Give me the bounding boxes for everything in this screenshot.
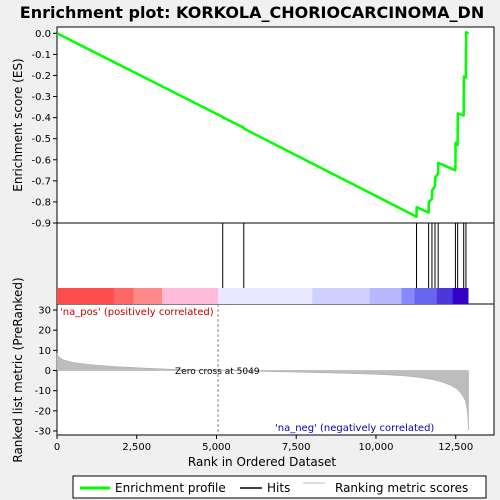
ranked-ytick-label-2: 10 [38,346,51,357]
enrichment-panel-frame [56,26,495,224]
chart-title: Enrichment plot: KORKOLA_CHORIOCARCINOMA… [20,3,484,22]
es-ytick-label-2: -0.2 [31,71,51,82]
heatmap-segment-10 [452,288,469,304]
es-ytick-label-4: -0.4 [31,113,51,124]
heatmap-segment-9 [436,288,453,304]
xtick-label-3: 7,500 [282,442,311,453]
ranked-ytick-label-6: -30 [35,426,51,437]
es-ytick-label-7: -0.7 [31,176,51,187]
es-ytick-label-6: -0.6 [31,155,51,166]
heatmap-segment-0 [57,288,115,304]
hits-layer [222,223,467,288]
ranked-ytick-label-5: -20 [35,406,51,417]
es-ytick-label-0: 0.0 [35,29,51,40]
heatmap-segment-1 [114,288,134,304]
es-ytick-label-1: -0.1 [31,50,51,61]
heatmap-segment-5 [312,288,370,304]
es-ytick-label-8: -0.8 [31,197,51,208]
axes-layer: 0.0 -0.1 -0.2 -0.3 -0.4 -0.5 -0.6 -0.7 -0.8 -0.9 3… [31,29,473,453]
heatmap-segment-8 [414,288,437,304]
heatmap-segment-4 [218,288,313,304]
heatmap-segment-2 [133,288,163,304]
negative-correlation-label: 'na_neg' (negatively correlated) [275,423,434,434]
es-axis-label: Enrichment score (ES) [11,58,25,191]
xtick-label-4: 10,000 [358,442,393,453]
heatmap-segment-7 [401,288,415,304]
ranked-metric-layer [56,304,469,435]
heatmap-segment-6 [369,288,402,304]
legend-box [72,475,487,499]
ranked-ytick-label-4: -10 [35,386,51,397]
legend-label-enrichment-profile: Enrichment profile [115,481,226,495]
xtick-label-0: 0 [54,442,60,453]
es-ytick-label-9: -0.9 [31,219,51,230]
ranked-axis-label: Ranked list metric (PreRanked) [11,277,25,462]
heatmap-segment-3 [162,288,219,304]
zero-cross-label: Zero cross at 5049 [175,367,260,377]
legend-label-ranking-metric: Ranking metric scores [335,481,468,495]
ranked-ytick-label-0: 30 [38,306,51,317]
enrichment-profile-line [56,31,469,218]
xtick-label-5: 12,500 [438,442,473,453]
heatmap-layer [57,288,469,304]
es-ytick-label-5: -0.5 [31,134,51,145]
ranked-ytick-label-1: 20 [38,326,51,337]
xtick-label-1: 2,500 [122,442,151,453]
xtick-label-2: 5,000 [202,442,231,453]
x-axis-label: Rank in Ordered Dataset [188,455,336,469]
enrichment-layer [56,31,469,218]
legend: Enrichment profile Hits Ranking metric s… [72,475,487,499]
es-ytick-label-3: -0.3 [31,92,51,103]
legend-label-hits: Hits [267,481,290,495]
positive-correlation-label: 'na_pos' (positively correlated) [60,307,214,318]
ranking-metric-area [56,353,469,431]
ranked-ytick-label-3: 0 [45,366,51,377]
